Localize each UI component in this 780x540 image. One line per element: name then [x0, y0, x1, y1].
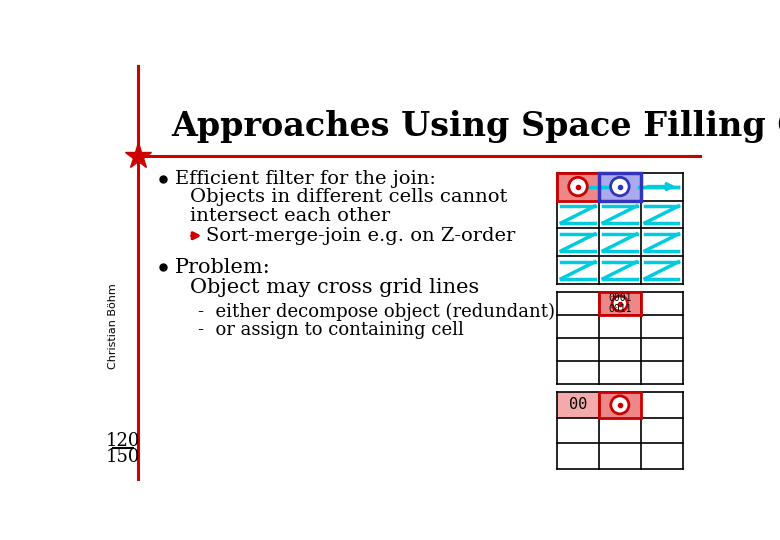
Circle shape [612, 296, 628, 311]
Text: intersect each other: intersect each other [190, 207, 391, 225]
Text: 120: 120 [106, 431, 140, 450]
Text: Efficient filter for the join:: Efficient filter for the join: [175, 170, 436, 188]
Text: -  either decompose object (redundant): - either decompose object (redundant) [198, 303, 555, 321]
Bar [557, 173, 599, 200]
Bar [599, 392, 641, 418]
Text: Problem:: Problem: [175, 258, 271, 277]
Bar [557, 173, 599, 200]
Text: Christian Böhm: Christian Böhm [108, 284, 118, 369]
Bar [599, 292, 641, 315]
Text: Sort-merge-join e.g. on Z-order: Sort-merge-join e.g. on Z-order [206, 227, 516, 245]
Text: 0001: 0001 [608, 293, 632, 303]
Text: 150: 150 [106, 449, 140, 467]
Text: Objects in different cells cannot: Objects in different cells cannot [190, 188, 508, 206]
Circle shape [611, 177, 629, 196]
Circle shape [611, 396, 629, 414]
Bar [599, 392, 641, 418]
Text: Object may cross grid lines: Object may cross grid lines [190, 278, 480, 297]
Text: 00: 00 [569, 397, 587, 413]
Bar [557, 392, 641, 418]
Text: 0011: 0011 [608, 304, 632, 314]
Text: Approaches Using Space Filling Curves: Approaches Using Space Filling Curves [171, 110, 780, 143]
Circle shape [569, 177, 587, 196]
Bar [599, 292, 641, 315]
Text: -  or assign to containing cell: - or assign to containing cell [198, 321, 464, 340]
Bar [599, 173, 641, 200]
Bar [599, 173, 641, 200]
